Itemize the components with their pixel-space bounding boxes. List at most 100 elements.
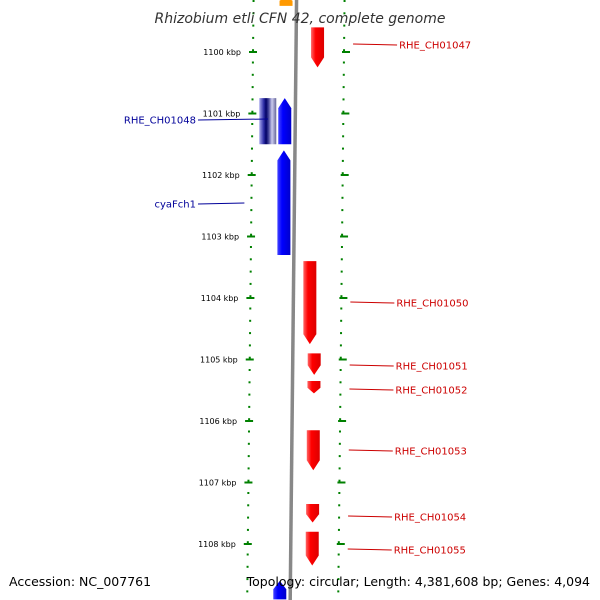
ruler-dot-8	[251, 98, 254, 101]
ruler-dot-42	[247, 516, 250, 519]
tick-label-1103: 1103 kbp	[201, 233, 239, 242]
ruler-dot-22	[249, 270, 252, 273]
gene-label-rhe_ch01055[interactable]: RHE_CH01055	[394, 546, 466, 557]
leader-rhe_ch01047	[353, 43, 398, 46]
ruler-dot-36	[338, 442, 341, 445]
ruler-dot-28	[339, 344, 342, 347]
ruler-dot-14	[250, 172, 253, 175]
tick-label-1107: 1107 kbp	[199, 479, 237, 488]
tick-label-1104: 1104 kbp	[201, 294, 239, 303]
tick-mark-right-1104	[339, 297, 348, 299]
ruler-dot-10	[342, 123, 345, 125]
ruler-dot-11	[342, 135, 345, 138]
ruler-dot-30	[339, 369, 342, 371]
tick-mark-right-1107	[337, 481, 346, 484]
ruler-dot-28	[248, 344, 251, 347]
ruler-dot-48	[246, 590, 249, 593]
ruler-dot-10	[251, 123, 254, 125]
ruler-dot-3	[252, 36, 255, 39]
ruler-dot-25	[249, 307, 252, 310]
ruler-dot-9	[251, 110, 254, 113]
ruler-dot-15	[341, 184, 344, 187]
gene-arrow-unnamed-2	[278, 98, 292, 145]
gene-arrow-rhe_ch01050	[303, 261, 317, 345]
ruler-dot-46	[246, 565, 249, 568]
leader-rhe_ch01053	[348, 449, 393, 452]
genome-summary-text: Topology: circular; Length: 4,381,608 bp…	[246, 574, 590, 589]
ruler-dot-17	[341, 209, 344, 212]
ruler-dot-33	[339, 405, 342, 408]
ruler-dot-6	[251, 73, 254, 76]
backbone-line	[288, 0, 299, 600]
gene-arrow-rhe_ch01054	[306, 504, 320, 523]
ruler-dot-21	[340, 258, 343, 261]
ruler-dot-47	[337, 578, 340, 581]
tick-mark-left-1101	[248, 112, 257, 115]
leader-rhe_ch01051	[349, 364, 394, 367]
accession-text: Accession: NC_007761	[9, 574, 151, 589]
ruler-dot-12	[341, 147, 344, 150]
ruler-dot-36	[247, 442, 250, 445]
ruler-dot-44	[337, 541, 340, 544]
tick-mark-left-1108	[243, 543, 252, 545]
genome-backbone	[288, 0, 299, 600]
ruler-dot-37	[338, 455, 341, 458]
ruler-dot-45	[246, 553, 249, 556]
ruler-dot-31	[248, 381, 251, 384]
ruler-dot-44	[246, 541, 249, 544]
ruler-dot-33	[248, 405, 251, 408]
gene-arrow-unnamed-10	[273, 580, 287, 600]
tick-mark-right-1101	[341, 112, 350, 115]
tick-mark-right-1106	[338, 420, 347, 422]
tick-mark-left-1107	[244, 481, 253, 484]
ruler-dot-14	[341, 172, 344, 175]
tick-mark-right-1108	[336, 543, 345, 545]
gene-label-rhe_ch01054[interactable]: RHE_CH01054	[394, 513, 466, 524]
ruler-dot-8	[342, 98, 345, 101]
gene-arrow-rhe_ch01047	[311, 27, 325, 68]
ruler-dot-41	[338, 504, 341, 507]
ruler-dot-13	[341, 159, 344, 162]
tick-mark-right-1105	[338, 358, 347, 361]
ruler-dot-20	[340, 246, 343, 248]
ruler-dot-43	[246, 528, 249, 531]
tick-label-1106: 1106 kbp	[199, 417, 237, 426]
ruler-dot-35	[338, 430, 341, 433]
ruler-dots-left	[246, 0, 255, 593]
ruler-dot-23	[249, 282, 252, 285]
gene-label-rhe_ch01052[interactable]: RHE_CH01052	[395, 386, 467, 397]
tick-mark-left-1103	[247, 235, 256, 238]
ruler-dot-30	[248, 369, 251, 371]
ruler-dot-48	[337, 590, 340, 593]
ruler-dot-38	[247, 467, 250, 470]
ruler-dot-2	[252, 24, 255, 27]
ruler-dot-24	[249, 295, 252, 298]
gene-arrow-cyafch1	[277, 150, 291, 255]
tick-label-1108: 1108 kbp	[198, 540, 236, 549]
leader-rhe_ch01052	[349, 388, 394, 391]
tick-mark-left-1102	[247, 174, 256, 176]
ruler-dot-29	[248, 356, 251, 359]
gene-label-rhe_ch01050[interactable]: RHE_CH01050	[396, 299, 468, 310]
ruler-dot-42	[338, 516, 341, 519]
ruler-dot-39	[338, 479, 341, 482]
tick-mark-left-1106	[245, 420, 254, 422]
ruler-dot-18	[250, 221, 253, 224]
ruler-dot-27	[249, 332, 252, 335]
gene-label-rhe_ch01047[interactable]: RHE_CH01047	[399, 41, 471, 52]
ruler-dot-32	[339, 393, 342, 396]
gene-arrow-rhe_ch01048	[259, 98, 277, 145]
tick-mark-right-1100	[342, 51, 350, 53]
map-title: Rhizobium etli CFN 42, complete genome	[155, 11, 446, 27]
tick-label-1102: 1102 kbp	[202, 171, 240, 180]
ruler-dot-1	[343, 12, 346, 15]
gene-label-rhe_ch01051[interactable]: RHE_CH01051	[396, 362, 468, 373]
gene-arrow-rhe_ch01051	[307, 353, 321, 375]
gene-label-rhe_ch01048[interactable]: RHE_CH01048	[124, 116, 196, 127]
ruler-dot-24	[340, 295, 343, 298]
gene-label-cyafch1[interactable]: cyaFch1	[155, 200, 197, 211]
gene-label-rhe_ch01053[interactable]: RHE_CH01053	[395, 447, 467, 458]
ruler-dot-12	[250, 147, 253, 150]
tick-mark-left-1105	[245, 358, 254, 361]
ruler-dot-0	[343, 0, 346, 2]
